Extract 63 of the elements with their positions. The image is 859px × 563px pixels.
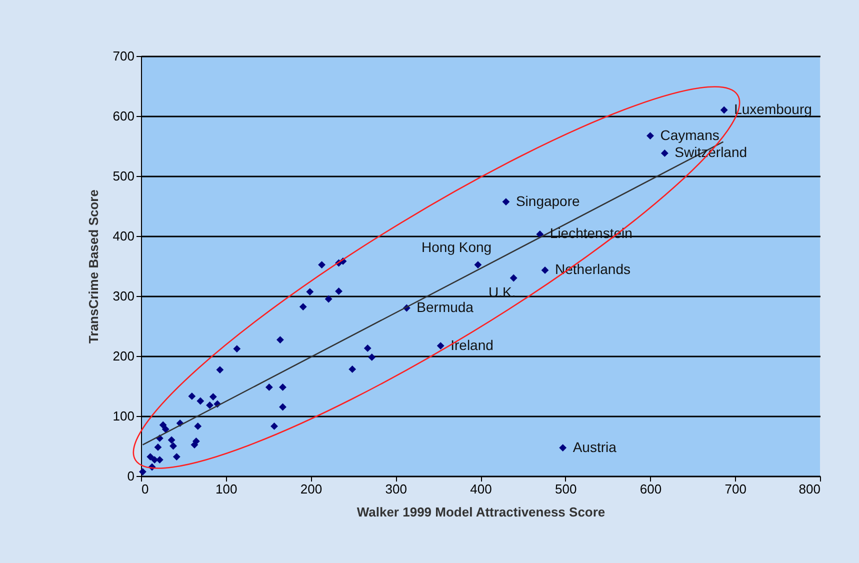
annotation: Hong Kong xyxy=(422,238,492,255)
point xyxy=(364,344,372,352)
point xyxy=(324,295,332,303)
point xyxy=(306,288,314,296)
point xyxy=(196,397,204,405)
point xyxy=(172,453,180,461)
point xyxy=(660,149,668,157)
point xyxy=(536,230,544,238)
y-tick-label: 100 xyxy=(112,408,134,424)
point xyxy=(270,422,278,430)
annotation: Bermuda xyxy=(416,299,474,315)
x-tick-label: 200 xyxy=(300,482,322,496)
y-tick-label: 400 xyxy=(112,228,134,244)
y-tick-label: 0 xyxy=(127,468,134,484)
point xyxy=(154,443,162,451)
point xyxy=(720,106,728,114)
point xyxy=(646,132,654,140)
point xyxy=(299,303,307,311)
point xyxy=(192,437,200,445)
x-tick-label: 600 xyxy=(640,482,662,496)
point xyxy=(474,261,482,269)
y-tick-label: 300 xyxy=(112,288,134,304)
point xyxy=(335,287,342,295)
point xyxy=(279,383,286,391)
y-axis-title: TransCrime Based Score xyxy=(86,190,101,344)
y-tick-label: 500 xyxy=(112,168,134,184)
point xyxy=(541,266,549,274)
point xyxy=(318,261,326,269)
point xyxy=(265,383,273,391)
point xyxy=(368,353,376,361)
annotation: Ireland xyxy=(450,336,494,353)
x-tick-label: 500 xyxy=(555,482,577,496)
x-tick-label: 100 xyxy=(216,482,238,496)
point xyxy=(233,345,241,353)
point xyxy=(209,393,217,401)
annotation: U.K. xyxy=(488,284,516,300)
point xyxy=(510,274,518,282)
point xyxy=(162,425,170,433)
y-tick-label: 200 xyxy=(112,348,134,364)
x-tick-label: 400 xyxy=(470,482,492,496)
point xyxy=(188,392,196,400)
y-tick-label: 600 xyxy=(112,108,134,124)
point xyxy=(216,366,224,374)
x-tick-label: 700 xyxy=(724,482,746,496)
point xyxy=(502,198,510,206)
point xyxy=(436,342,444,350)
point xyxy=(194,422,202,430)
annotation: Singapore xyxy=(516,192,580,209)
point xyxy=(138,468,146,476)
x-axis-title: Walker 1999 Model Attractiveness Score xyxy=(356,504,606,520)
point xyxy=(159,421,167,429)
annotation: Austria xyxy=(572,438,617,455)
point xyxy=(206,401,214,409)
x-tick-label: 0 xyxy=(142,482,149,496)
point xyxy=(146,453,154,461)
x-tick-label: 300 xyxy=(385,482,407,496)
point xyxy=(559,444,567,452)
annotation: Caymans xyxy=(660,126,720,143)
point xyxy=(348,365,356,373)
y-tick-label: 700 xyxy=(112,48,134,64)
point xyxy=(168,436,176,444)
x-tick-label: 800 xyxy=(798,482,820,496)
point xyxy=(276,336,284,344)
